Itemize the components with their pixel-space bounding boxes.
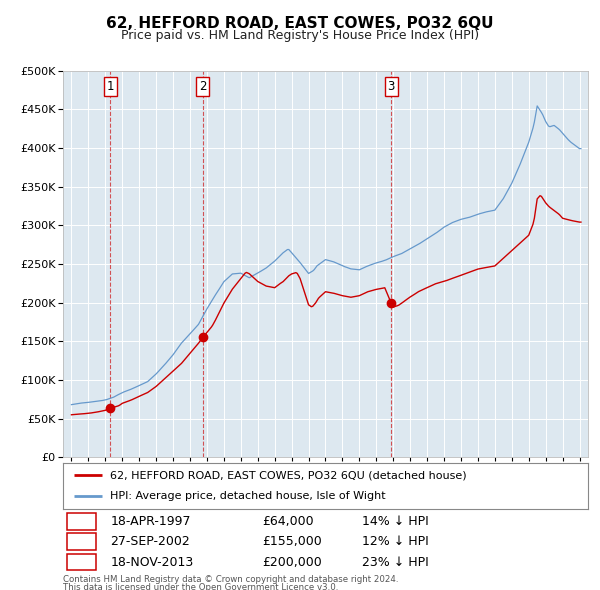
Text: HPI: Average price, detached house, Isle of Wight: HPI: Average price, detached house, Isle…: [110, 491, 386, 501]
Text: 1: 1: [106, 80, 114, 93]
Text: Price paid vs. HM Land Registry's House Price Index (HPI): Price paid vs. HM Land Registry's House …: [121, 29, 479, 42]
Text: 18-NOV-2013: 18-NOV-2013: [110, 556, 193, 569]
Text: 12% ↓ HPI: 12% ↓ HPI: [362, 535, 429, 548]
Text: 1: 1: [77, 514, 85, 527]
Text: £200,000: £200,000: [263, 556, 322, 569]
Text: 62, HEFFORD ROAD, EAST COWES, PO32 6QU (detached house): 62, HEFFORD ROAD, EAST COWES, PO32 6QU (…: [110, 470, 467, 480]
Text: 23% ↓ HPI: 23% ↓ HPI: [362, 556, 429, 569]
Text: Contains HM Land Registry data © Crown copyright and database right 2024.: Contains HM Land Registry data © Crown c…: [63, 575, 398, 584]
FancyBboxPatch shape: [67, 554, 95, 571]
Text: £64,000: £64,000: [263, 514, 314, 527]
Text: 3: 3: [388, 80, 395, 93]
Text: 18-APR-1997: 18-APR-1997: [110, 514, 191, 527]
FancyBboxPatch shape: [67, 533, 95, 550]
Text: 62, HEFFORD ROAD, EAST COWES, PO32 6QU: 62, HEFFORD ROAD, EAST COWES, PO32 6QU: [106, 16, 494, 31]
Text: 2: 2: [199, 80, 206, 93]
Text: This data is licensed under the Open Government Licence v3.0.: This data is licensed under the Open Gov…: [63, 582, 338, 590]
FancyBboxPatch shape: [67, 513, 95, 529]
Text: 27-SEP-2002: 27-SEP-2002: [110, 535, 190, 548]
Text: 14% ↓ HPI: 14% ↓ HPI: [362, 514, 429, 527]
Text: 2: 2: [77, 535, 85, 548]
Text: 3: 3: [77, 556, 85, 569]
Text: £155,000: £155,000: [263, 535, 322, 548]
